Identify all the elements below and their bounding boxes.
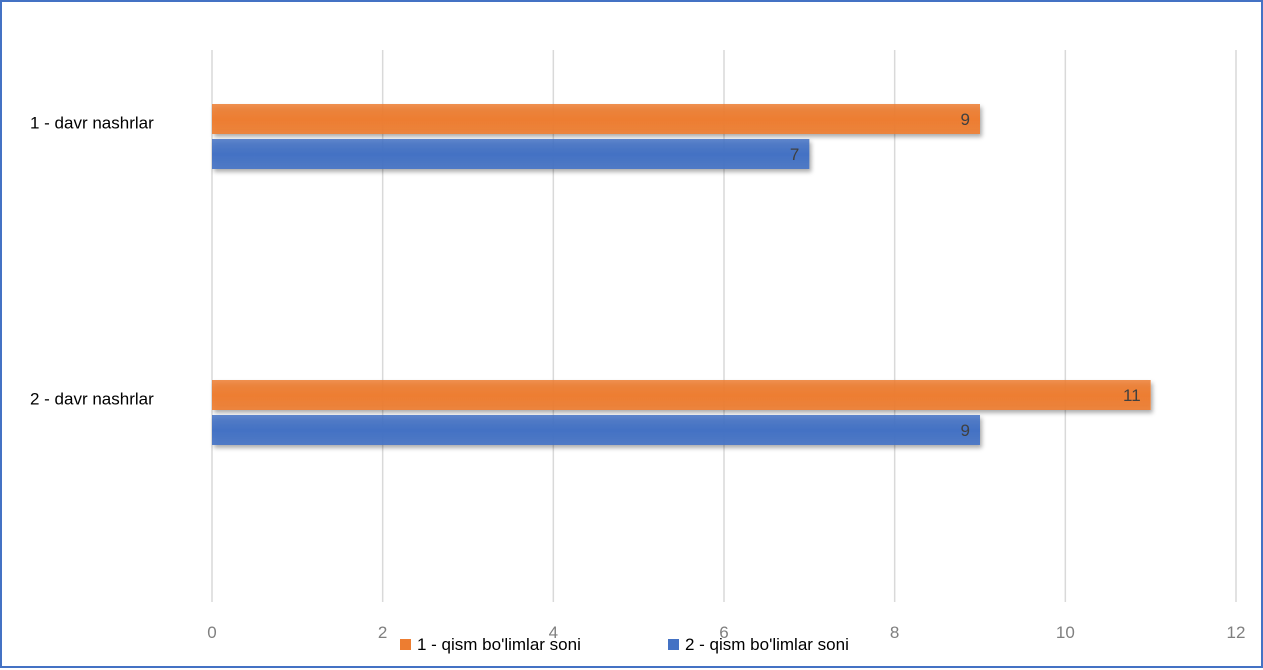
bar-series2-cat1 [212,139,810,169]
legend-label: 2 - qism bo'limlar soni [685,635,849,654]
legend-swatch [668,639,679,650]
legend-label: 1 - qism bo'limlar soni [417,635,581,654]
x-tick-label: 12 [1227,623,1246,642]
bar-series1-cat1 [212,104,980,134]
x-tick-label: 6 [719,623,728,642]
x-tick-label: 0 [207,623,216,642]
data-labels: 9 7 11 9 [790,110,1141,440]
data-label: 7 [790,145,799,164]
bar-series1-cat2 [212,380,1151,410]
category-label: 2 - davr nashrlar [30,390,154,409]
x-tick-label: 4 [549,623,558,642]
data-label: 9 [961,421,970,440]
legend: 1 - qism bo'limlar soni 2 - qism bo'limla… [400,635,849,654]
data-label: 9 [961,110,970,129]
category-label: 1 - davr nashrlar [30,114,154,133]
bar-series2-cat2 [212,415,980,445]
data-label: 11 [1123,386,1141,405]
bars [212,104,1151,445]
x-tick-label: 8 [890,623,899,642]
legend-swatch [400,639,411,650]
value-axis: 0 2 4 6 8 10 12 [207,623,1245,642]
x-tick-label: 2 [378,623,387,642]
category-axis: 1 - davr nashrlar 2 - davr nashrlar [30,114,154,409]
x-tick-label: 10 [1056,623,1075,642]
